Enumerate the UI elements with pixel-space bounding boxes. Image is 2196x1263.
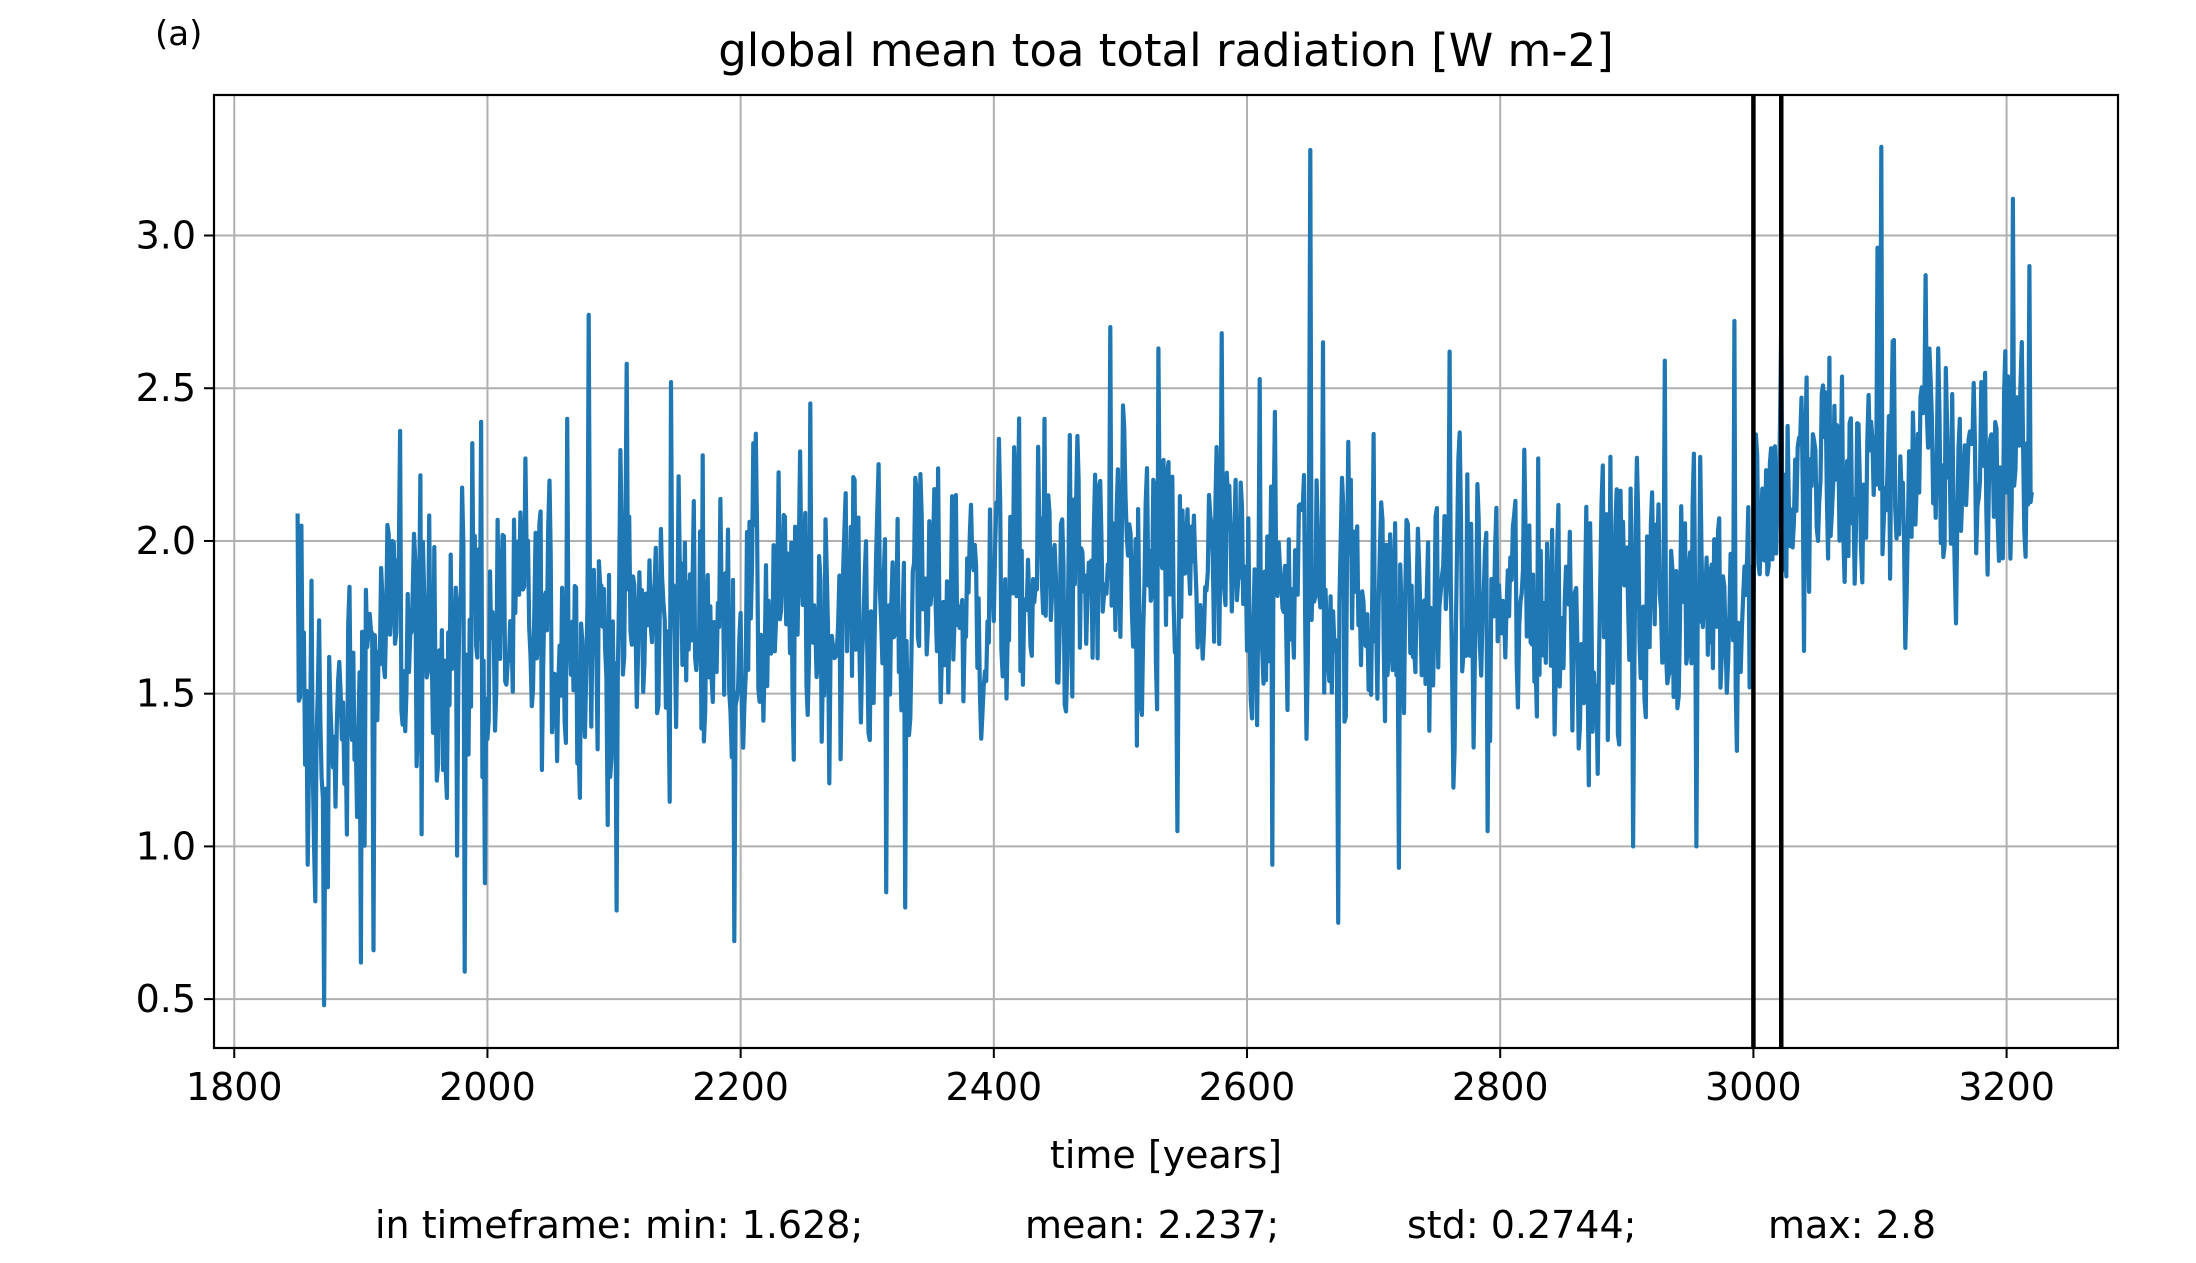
x-tick-label: 2200 [692,1065,789,1109]
series-toa-radiation [295,144,2034,1008]
stat-std: std: 0.2744; [1407,1203,1637,1247]
panel-label: (a) [155,14,203,54]
x-axis-ticks: 1800 2000 2200 2400 2600 2800 3000 3200 [186,1048,2055,1109]
x-tick-label: 2600 [1199,1065,1296,1109]
y-tick-label: 0.5 [136,977,196,1021]
stat-min: in timeframe: min: 1.628; [375,1203,864,1247]
x-axis-label: time [years] [1050,1133,1282,1177]
y-tick-label: 2.0 [136,519,196,563]
x-tick-label: 2800 [1452,1065,1549,1109]
y-tick-label: 3.0 [136,214,196,258]
series-line [295,144,2034,1008]
stat-mean: mean: 2.237; [1025,1203,1280,1247]
x-tick-label: 3200 [1958,1065,2055,1109]
x-tick-label: 1800 [186,1065,283,1109]
timeframe-stats: in timeframe: min: 1.628; mean: 2.237; s… [0,1203,2196,1253]
y-tick-label: 1.5 [136,672,196,716]
plot-frame [212,93,2120,1050]
x-tick-label: 3000 [1705,1065,1802,1109]
x-tick-label: 2400 [945,1065,1042,1109]
timeframe-markers [1751,95,1784,1048]
x-tick-label: 2000 [439,1065,536,1109]
y-tick-label: 2.5 [136,366,196,410]
chart-title: global mean toa total radiation [W m-2] [718,24,1614,77]
y-axis-ticks: 0.5 1.0 1.5 2.0 2.5 3.0 [136,214,214,1021]
stat-max: max: 2.8 [1768,1203,1937,1247]
y-tick-label: 1.0 [136,824,196,868]
